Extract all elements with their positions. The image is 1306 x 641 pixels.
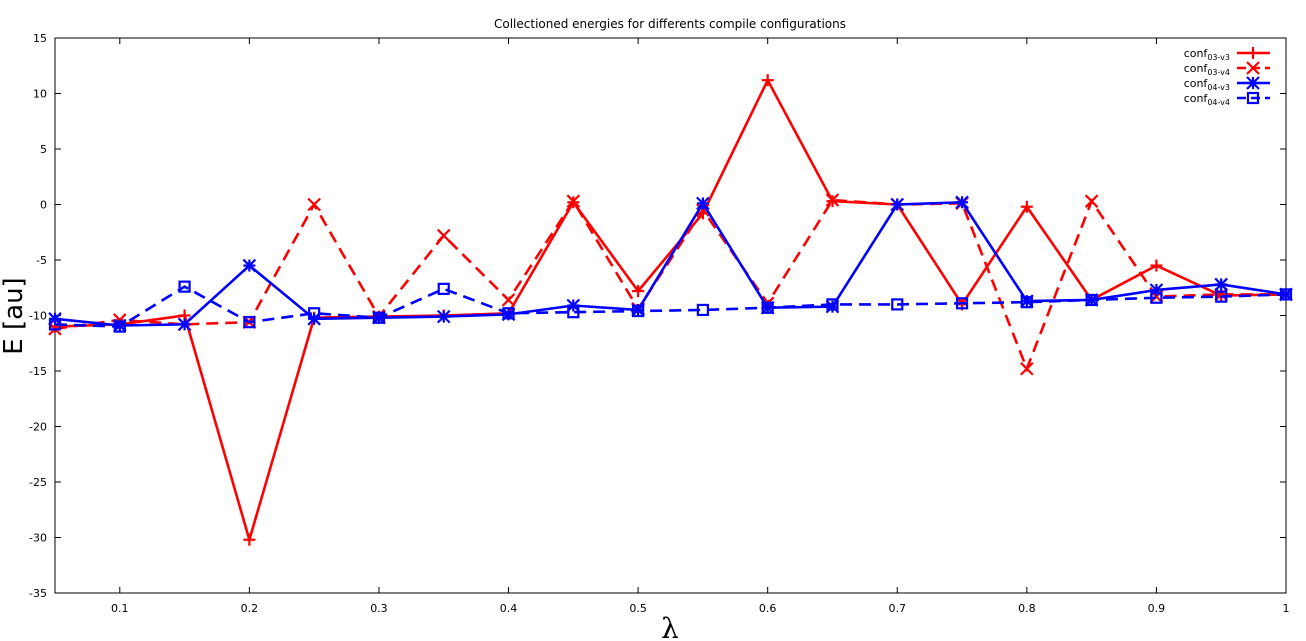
data-point-conf04-v4 [761, 301, 774, 314]
x-tick-label: 0.9 [1148, 602, 1166, 615]
data-point-conf04-v4 [372, 311, 386, 324]
legend-label-subscript: 04-v4 [1207, 98, 1230, 107]
y-tick-label: -30 [29, 532, 47, 545]
data-point-conf04-v3 [177, 317, 192, 332]
data-point-conf04-v4 [1215, 290, 1228, 303]
legend-marker [1246, 91, 1260, 105]
legend-label-subscript: 04-v3 [1207, 83, 1230, 92]
x-tick-label: 0.8 [1018, 602, 1036, 615]
legend-label-subscript: 03-v4 [1207, 68, 1230, 77]
data-point-conf03-v4 [436, 228, 451, 243]
y-tick-label: -25 [29, 476, 47, 489]
series-conf03-v4 [48, 193, 1293, 376]
data-point-conf04-v3 [242, 258, 257, 273]
series-group [48, 74, 1293, 546]
series-line-conf04-v4 [54, 285, 1287, 328]
series-line-conf03-v4 [54, 198, 1286, 373]
data-point-conf04-v3 [955, 195, 969, 210]
data-point-conf03-v3 [632, 285, 645, 298]
legend-entry-conf04-v4: conf04-v4 [1184, 91, 1270, 107]
legend-label-base: conf [1184, 47, 1209, 60]
legend-label-subscript: 03-v3 [1207, 53, 1230, 62]
data-point-conf03-v4 [307, 197, 321, 212]
legend-entry-conf03-v3: conf03-v3 [1184, 47, 1270, 62]
y-tick-label: -35 [29, 587, 47, 600]
data-point-conf03-v4 [501, 293, 516, 307]
data-point-conf03-v3 [243, 533, 256, 546]
y-tick-label: -20 [29, 421, 47, 434]
x-tick-label: 0.4 [500, 602, 518, 615]
legend-label: conf04-v3 [1184, 77, 1230, 92]
data-point-conf04-v4 [1279, 288, 1293, 301]
x-tick-label: 0.3 [370, 602, 388, 615]
x-tick-label: 0.2 [241, 602, 259, 615]
x-tick-label: 1 [1283, 602, 1290, 615]
data-point-conf04-v4 [308, 307, 321, 320]
data-point-conf04-v3 [436, 309, 451, 324]
data-point-conf04-v4 [113, 320, 126, 333]
x-tick-label: 0.1 [111, 602, 129, 615]
y-tick-label: 0 [40, 199, 47, 212]
data-point-conf03-v4 [566, 194, 581, 208]
data-point-conf04-v4 [891, 298, 904, 311]
x-tick-label: 0.5 [629, 602, 647, 615]
chart-title: Collectioned energies for differents com… [494, 17, 846, 31]
data-point-conf04-v4 [502, 307, 515, 320]
data-point-conf04-v4 [955, 297, 969, 310]
legend-entry-conf03-v4: conf03-v4 [1184, 61, 1270, 77]
legend-label: conf03-v3 [1184, 47, 1230, 62]
legend-marker [1247, 47, 1259, 59]
data-point-conf03-v3 [761, 74, 774, 87]
y-tick-label: -10 [29, 310, 47, 323]
data-point-conf04-v3 [890, 197, 905, 212]
data-point-conf03-v4 [1020, 362, 1034, 376]
y-axis-label: E [au] [0, 277, 29, 354]
legend-label-base: conf [1184, 62, 1209, 75]
y-tick-label: 5 [40, 143, 47, 156]
data-point-conf03-v4 [825, 193, 840, 207]
series-line-conf04-v3 [54, 200, 1287, 327]
legend-marker [1246, 76, 1260, 90]
data-point-conf03-v4 [1084, 194, 1099, 208]
data-point-conf04-v3 [1214, 277, 1228, 292]
x-tick-label: 0.6 [759, 602, 777, 615]
legend-label: conf04-v4 [1184, 92, 1230, 107]
data-point-conf03-v3 [1020, 200, 1033, 213]
data-point-conf04-v4 [696, 303, 709, 317]
y-tick-label: -5 [36, 254, 47, 267]
legend-label-base: conf [1184, 92, 1209, 105]
axes-group: 0.1 0.2 0.3 0.4 0.5 0.6 0.7 0.8 0.9 1 15 10 5 0 -5 -10 -… [29, 32, 1289, 615]
legend-label: conf03-v4 [1184, 62, 1230, 77]
legend-label-base: conf [1184, 77, 1209, 90]
y-tick-label: 15 [33, 32, 47, 45]
series-line-conf03-v3 [54, 77, 1287, 545]
data-point-conf04-v4 [243, 316, 256, 329]
data-point-conf04-v4 [632, 304, 645, 318]
data-point-conf03-v3 [1150, 259, 1163, 272]
data-point-conf04-v4 [1020, 296, 1033, 309]
y-tick-label: -15 [29, 365, 47, 378]
legend-entry-conf04-v3: conf04-v3 [1184, 76, 1270, 92]
data-point-conf04-v4 [178, 280, 191, 293]
y-tick-label: 10 [33, 88, 47, 101]
data-point-conf04-v4 [1150, 291, 1163, 304]
x-axis-label: λ [661, 612, 679, 641]
series-conf04-v4 [48, 280, 1293, 333]
data-point-conf04-v4 [567, 306, 580, 319]
data-point-conf04-v3 [696, 196, 710, 211]
x-tick-label: 0.7 [889, 602, 907, 615]
data-point-conf04-v4 [48, 318, 62, 331]
data-point-conf04-v4 [826, 298, 839, 311]
data-point-conf04-v4 [437, 282, 450, 295]
legend-marker [1246, 61, 1260, 75]
data-point-conf04-v4 [1085, 293, 1098, 307]
